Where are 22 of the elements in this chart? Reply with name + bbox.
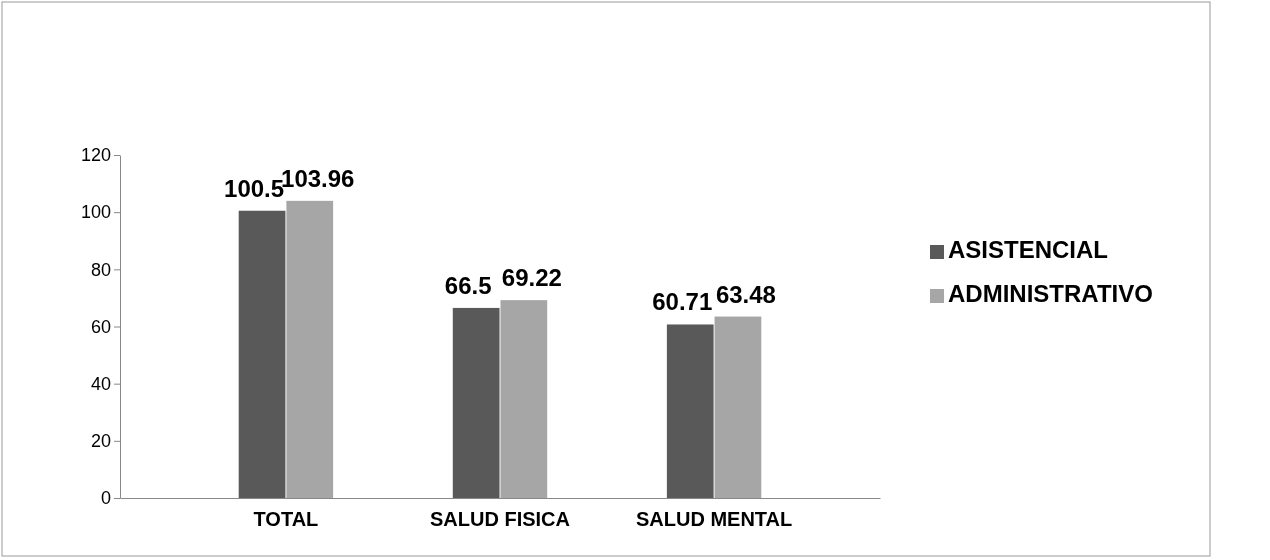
legend-label: ADMINISTRATIVO xyxy=(948,280,1153,307)
y-tick-label: 60 xyxy=(90,316,111,337)
x-tick-label: SALUD FISICA xyxy=(430,508,570,531)
bar xyxy=(500,300,548,498)
x-tick-label: SALUD MENTAL xyxy=(635,508,793,531)
y-tick-label: 100 xyxy=(80,202,111,223)
y-tick-label: 20 xyxy=(90,431,111,452)
data-label: 60.71 xyxy=(652,288,713,316)
bar xyxy=(238,210,286,498)
x-tick-label: TOTAL xyxy=(253,508,319,531)
bar xyxy=(286,200,334,498)
y-tick-label: 0 xyxy=(100,488,111,509)
legend-label: ASISTENCIAL xyxy=(948,236,1109,263)
y-tick-label: 80 xyxy=(90,259,111,280)
y-tick-label: 120 xyxy=(80,145,111,166)
data-label: 66.5 xyxy=(444,271,492,299)
data-label: 63.48 xyxy=(715,280,776,308)
data-label: 69.22 xyxy=(501,264,562,292)
bar xyxy=(666,324,714,498)
bar xyxy=(452,307,500,498)
bar xyxy=(714,316,762,498)
y-tick-label: 40 xyxy=(90,373,111,394)
